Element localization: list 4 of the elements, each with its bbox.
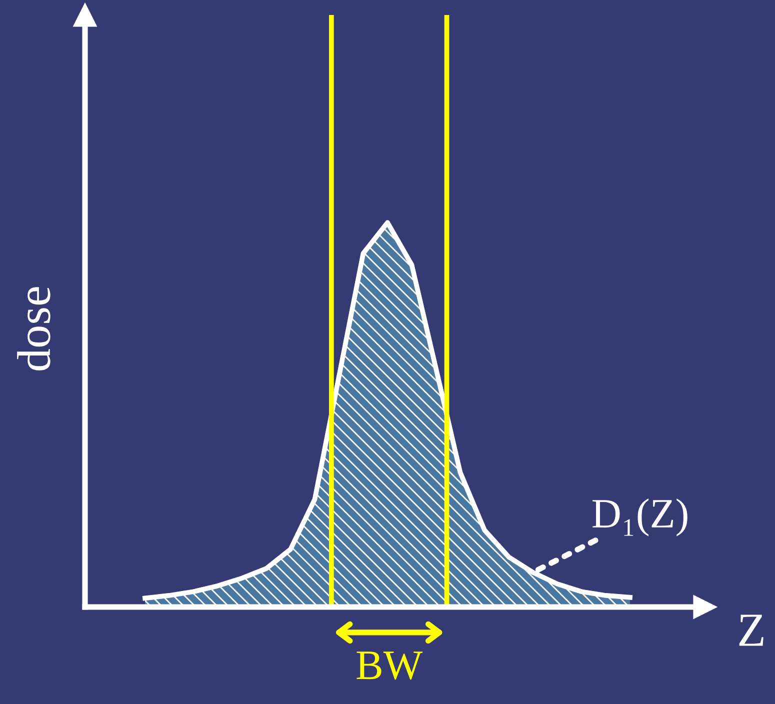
y-axis-title: dose <box>17 287 50 370</box>
annotation: D₁(Z) <box>592 498 688 536</box>
x-axis-title: Z <box>739 614 764 646</box>
text: BW <box>356 652 423 680</box>
